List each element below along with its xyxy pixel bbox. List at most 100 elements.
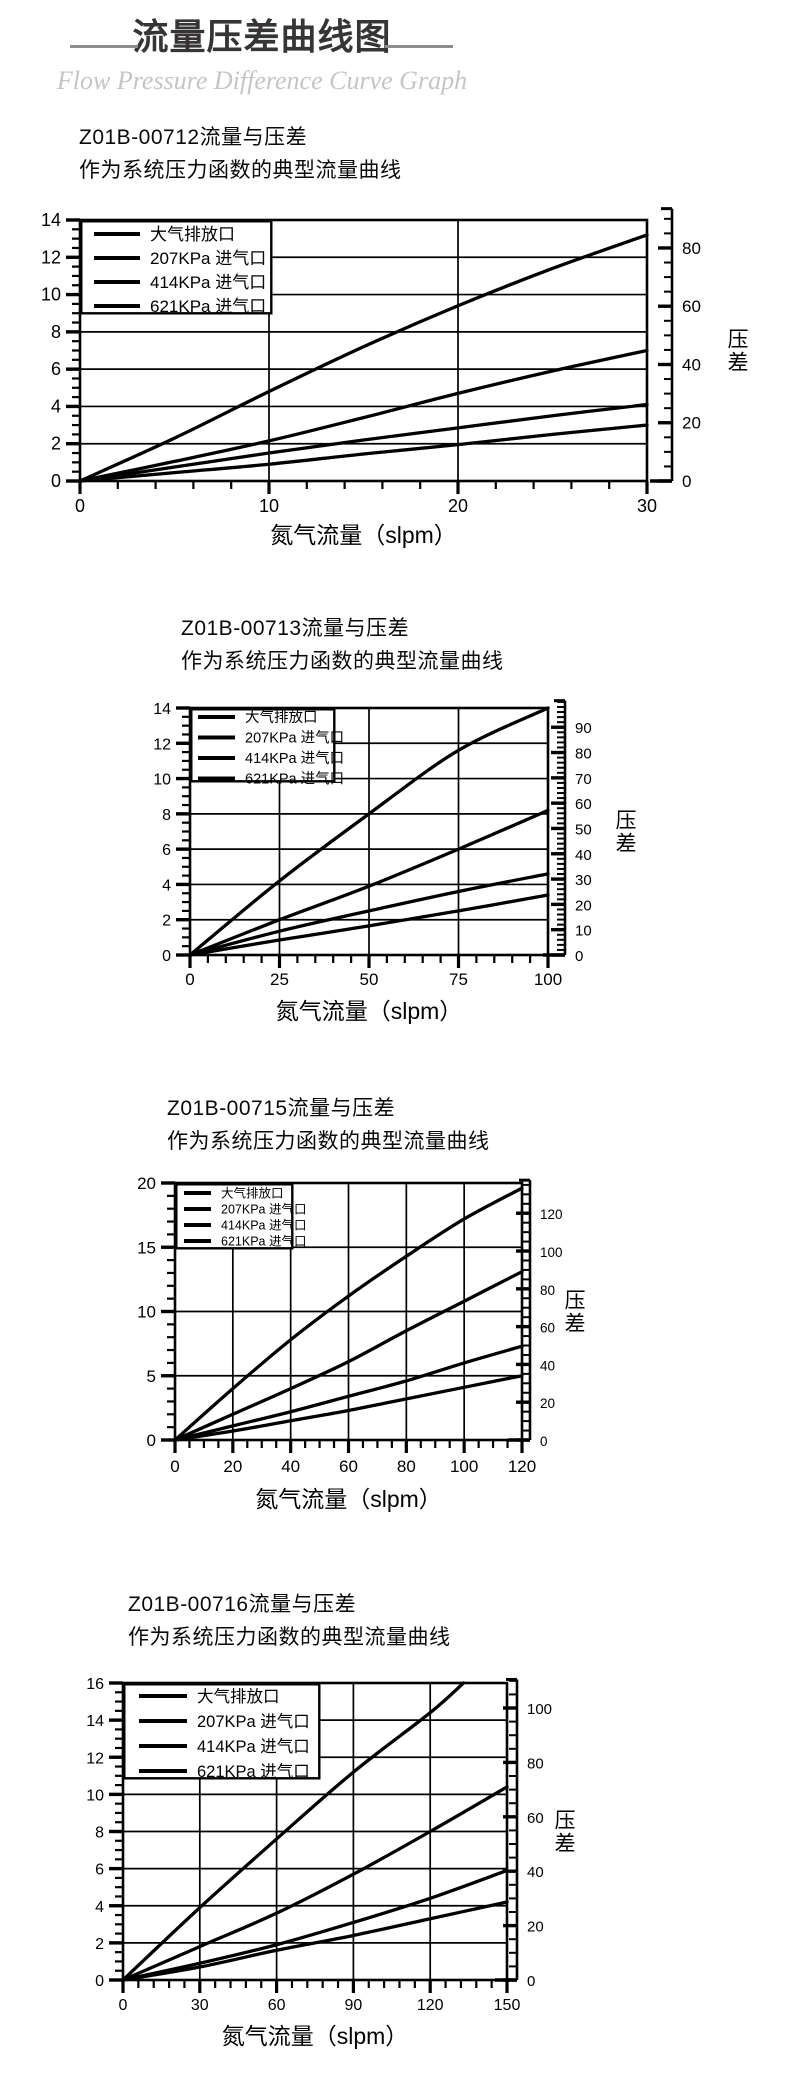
curve-series-0 (122, 1681, 466, 1982)
right-axis: 0 20 40 60 80 压差 (650, 207, 749, 491)
y-tick-label: 12 (86, 1750, 104, 1767)
chart-1-title-block: Z01B-00712流量与压差 作为系统压力函数的典型流量曲线 (79, 121, 402, 187)
curves (122, 1681, 509, 1982)
x-tick-label: 50 (360, 970, 379, 989)
flow-pressure-chart-z01b-00716: 0 2 4 6 8 10 12 14 16 0 30 60 90 120 150 氮气流量（slpm） 0 20 4… (86, 1676, 576, 2049)
x-tick-label: 30 (191, 1997, 209, 2014)
legend-label: 414KPa 进气口 (245, 750, 344, 767)
y-tick-label: 0 (162, 948, 171, 965)
r-tick-label: 40 (540, 1358, 555, 1373)
legend: 大气排放口 207KPa 进气口 414KPa 进气口 621KPa 进气口 (123, 1683, 321, 1781)
r-tick-label: 0 (575, 948, 583, 965)
curve-series-1 (189, 808, 550, 957)
x-tick-label: 0 (185, 970, 194, 989)
curve-series-3 (79, 423, 649, 483)
x-axis: 0 20 40 60 80 100 120 氮气流量（slpm） (170, 1440, 536, 1512)
y-tick-label: 0 (51, 471, 61, 491)
r-tick-label: 90 (575, 720, 592, 737)
legend: 大气排放口 207KPa 进气口 414KPa 进气口 621KPa 进气口 (190, 708, 344, 788)
x-axis-title: 氮气流量（slpm） (222, 2023, 409, 2049)
chart-3-title: Z01B-00715流量与压差 (167, 1097, 396, 1120)
legend-label: 621KPa 进气口 (197, 1762, 310, 1781)
chart-2-subtitle: 作为系统压力函数的典型流量曲线 (181, 650, 504, 673)
y-tick-label: 0 (95, 1973, 104, 1990)
y-tick-label: 14 (86, 1713, 104, 1730)
x-axis: 0 10 20 30 氮气流量（slpm） (75, 481, 657, 548)
curve-series-3 (122, 1900, 509, 1982)
x-tick-label: 80 (397, 1457, 416, 1476)
x-axis: 0 25 50 75 100 氮气流量（slpm） (185, 955, 562, 1024)
curve-series-1 (79, 348, 649, 483)
r-tick-label: 20 (527, 1919, 544, 1936)
page-title: 流量压差曲线图 (132, 16, 392, 57)
flow-pressure-chart-z01b-00715: 0 5 10 15 20 0 20 40 60 80 100 120 氮气流量（slpm） 0 20 40 60… (137, 1174, 585, 1512)
x-tick-label: 75 (449, 970, 468, 989)
right-axis-label: 压差 (555, 1810, 576, 1856)
right-axis-label: 压差 (616, 810, 637, 856)
r-tick-label: 40 (527, 1864, 544, 1881)
y-tick-label: 2 (51, 434, 61, 454)
x-axis-title: 氮气流量（slpm） (255, 1486, 442, 1512)
y-tick-label: 5 (147, 1367, 156, 1386)
r-tick-label: 40 (575, 847, 592, 864)
y-tick-label: 14 (41, 210, 61, 230)
x-tick-label: 0 (75, 496, 85, 516)
y-tick-label: 10 (86, 1787, 104, 1804)
r-tick-label: 60 (682, 297, 701, 316)
page-header: 流量压差曲线图 Flow Pressure Difference Curve G… (0, 8, 524, 96)
x-tick-label: 150 (494, 1997, 521, 2014)
legend-label: 207KPa 进气口 (150, 249, 266, 268)
x-axis-title: 氮气流量（slpm） (270, 522, 457, 548)
legend-label: 大气排放口 (245, 709, 318, 726)
legend-label: 大气排放口 (150, 225, 235, 244)
r-tick-label: 100 (540, 1245, 563, 1260)
x-tick-label: 0 (119, 1997, 128, 2014)
x-tick-label: 0 (170, 1457, 179, 1476)
x-axis-title: 氮气流量（slpm） (276, 998, 463, 1024)
y-tick-label: 8 (162, 807, 171, 824)
y-tick-label: 10 (153, 772, 171, 789)
y-tick-label: 14 (153, 701, 171, 718)
y-tick-label: 4 (95, 1899, 104, 1916)
y-tick-label: 6 (162, 842, 171, 859)
left-axis: 0 2 4 6 8 10 12 14 16 (86, 1676, 123, 1990)
r-tick-label: 60 (540, 1321, 555, 1336)
legend-label: 414KPa 进气口 (197, 1737, 310, 1756)
left-axis: 0 5 10 15 20 (137, 1174, 175, 1450)
legend-label: 621KPa 进气口 (245, 771, 344, 788)
legend-label: 414KPa 进气口 (221, 1218, 306, 1233)
flow-pressure-chart-z01b-00713: 0 2 4 6 8 10 12 14 0 25 50 75 100 氮气流量（slpm） 0 10 20 30 40… (153, 699, 637, 1024)
x-tick-label: 30 (637, 496, 657, 516)
x-tick-label: 20 (223, 1457, 242, 1476)
curve-series-3 (174, 1374, 524, 1442)
legend-label: 414KPa 进气口 (150, 273, 266, 292)
curves (79, 233, 649, 483)
x-tick-label: 120 (508, 1457, 536, 1476)
chart-3-title-block: Z01B-00715流量与压差 作为系统压力函数的典型流量曲线 (167, 1092, 490, 1158)
r-tick-label: 10 (575, 923, 592, 940)
r-tick-label: 0 (527, 1973, 535, 1990)
legend-box (190, 708, 336, 783)
legend-label: 大气排放口 (221, 1186, 284, 1201)
chart-4-title-block: Z01B-00716流量与压差 作为系统压力函数的典型流量曲线 (128, 1588, 451, 1654)
y-tick-label: 4 (51, 396, 61, 416)
r-tick-label: 80 (527, 1755, 544, 1772)
curve-series-2 (189, 872, 550, 957)
y-tick-label: 8 (51, 322, 61, 342)
r-tick-label: 80 (682, 239, 701, 258)
legend-label: 207KPa 进气口 (221, 1202, 306, 1217)
legend-box (80, 220, 273, 315)
right-axis: 0 20 40 60 80 100 压差 (495, 1677, 576, 1990)
legend: 大气排放口 207KPa 进气口 414KPa 进气口 621KPa 进气口 (80, 220, 273, 316)
x-tick-label: 60 (268, 1997, 286, 2014)
chart-4-title: Z01B-00716流量与压差 (128, 1593, 357, 1616)
r-tick-label: 50 (575, 821, 592, 838)
y-tick-label: 10 (137, 1303, 156, 1322)
legend-box (123, 1683, 321, 1780)
x-tick-label: 100 (450, 1457, 478, 1476)
x-tick-label: 120 (417, 1997, 444, 2014)
page-subtitle: Flow Pressure Difference Curve Graph (56, 66, 468, 95)
y-tick-label: 8 (95, 1825, 104, 1842)
left-axis: 0 2 4 6 8 10 12 14 (41, 210, 80, 491)
y-tick-label: 12 (41, 247, 61, 267)
